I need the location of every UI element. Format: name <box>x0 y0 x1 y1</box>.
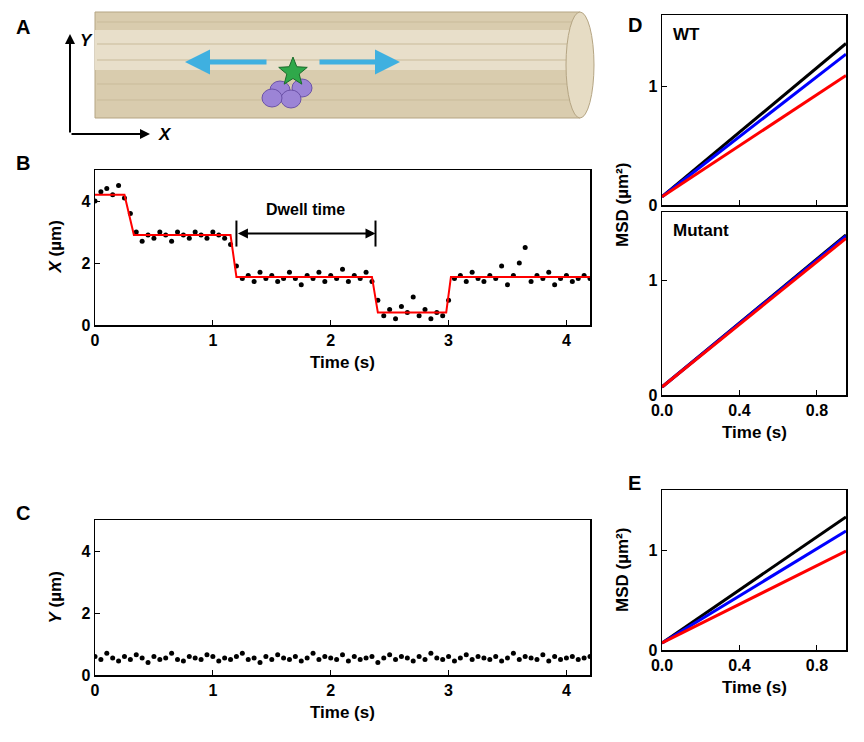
svg-text:1: 1 <box>648 542 657 559</box>
svg-text:3: 3 <box>444 332 453 349</box>
svg-text:0: 0 <box>91 332 100 349</box>
svg-text:MSD (µm²): MSD (µm²) <box>613 163 632 247</box>
svg-text:4: 4 <box>81 193 90 210</box>
svg-text:A: A <box>16 16 30 38</box>
svg-text:0.0: 0.0 <box>651 657 673 674</box>
svg-text:X (µm): X (µm) <box>46 220 65 273</box>
svg-text:Y (µm): Y (µm) <box>46 571 65 623</box>
svg-text:Dwell time: Dwell time <box>266 201 345 218</box>
svg-text:Time (s): Time (s) <box>722 678 787 697</box>
svg-text:E: E <box>628 472 641 494</box>
svg-text:2: 2 <box>81 605 90 622</box>
svg-text:0.8: 0.8 <box>806 402 828 419</box>
svg-text:4: 4 <box>81 543 90 560</box>
svg-text:0.4: 0.4 <box>728 402 750 419</box>
svg-text:MSD (µm²): MSD (µm²) <box>613 528 632 612</box>
svg-text:WT: WT <box>673 25 700 44</box>
svg-text:1: 1 <box>648 272 657 289</box>
svg-text:0: 0 <box>648 387 657 404</box>
svg-text:Time (s): Time (s) <box>310 353 375 372</box>
svg-text:4: 4 <box>562 682 571 699</box>
svg-text:Time (s): Time (s) <box>310 703 375 722</box>
svg-text:Mutant: Mutant <box>673 221 729 240</box>
svg-text:B: B <box>16 152 30 174</box>
svg-text:C: C <box>16 502 30 524</box>
svg-text:1: 1 <box>208 682 217 699</box>
svg-text:Y: Y <box>80 31 93 50</box>
svg-text:2: 2 <box>326 682 335 699</box>
svg-text:3: 3 <box>444 682 453 699</box>
svg-text:0.4: 0.4 <box>728 657 750 674</box>
svg-text:0: 0 <box>91 682 100 699</box>
svg-text:2: 2 <box>326 332 335 349</box>
svg-text:0.8: 0.8 <box>806 657 828 674</box>
svg-text:1: 1 <box>648 78 657 95</box>
svg-text:X: X <box>158 125 172 144</box>
svg-text:Time (s): Time (s) <box>722 423 787 442</box>
svg-text:1: 1 <box>208 332 217 349</box>
svg-text:0.0: 0.0 <box>651 402 673 419</box>
svg-text:0: 0 <box>648 197 657 214</box>
svg-text:D: D <box>628 14 642 36</box>
svg-text:2: 2 <box>81 255 90 272</box>
svg-text:0: 0 <box>81 667 90 684</box>
svg-text:0: 0 <box>81 317 90 334</box>
svg-text:4: 4 <box>562 332 571 349</box>
svg-text:0: 0 <box>648 642 657 659</box>
